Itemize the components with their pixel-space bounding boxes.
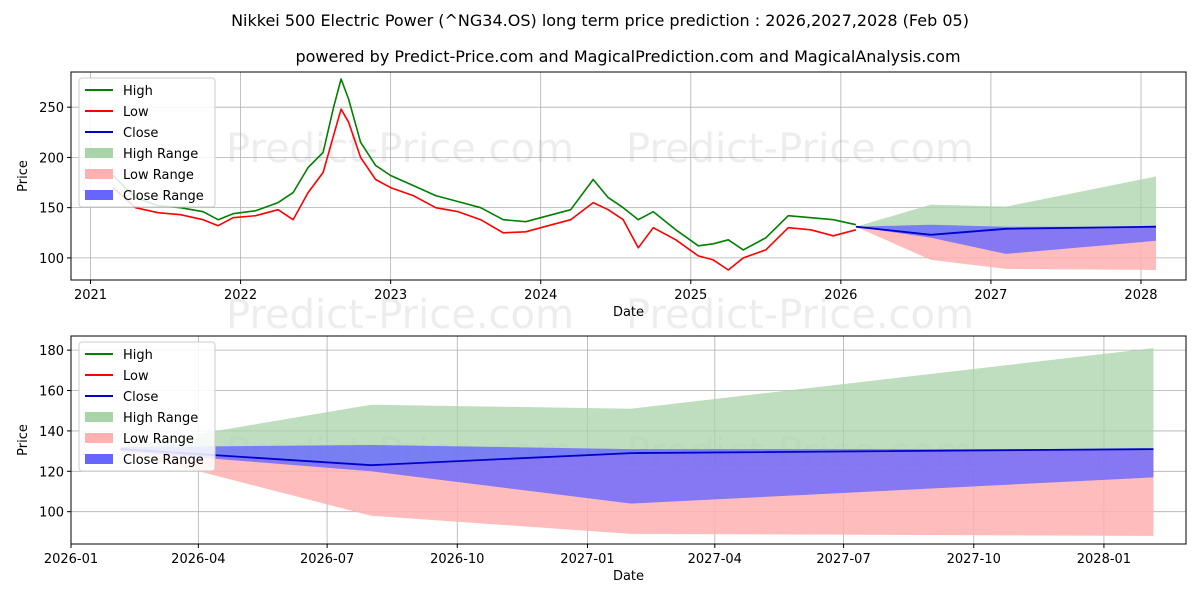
low-series	[112, 108, 857, 271]
legend-swatch	[85, 412, 113, 422]
plot-frame	[70, 71, 1187, 281]
legend-label: Close	[123, 126, 158, 141]
chart-title: Nikkei 500 Electric Power (^NG34.OS) lon…	[231, 11, 969, 30]
legend-label: High	[123, 348, 153, 363]
legend-label: Low	[123, 105, 149, 120]
y-tick-label: 250	[39, 101, 64, 116]
x-tick-label: 2027-01	[560, 552, 614, 567]
x-tick-label: 2026-01	[44, 552, 98, 567]
x-tick-label: 2021	[74, 288, 107, 303]
x-tick-label: 2028	[1124, 288, 1157, 303]
close-series	[120, 448, 1154, 467]
y-tick-label: 180	[39, 344, 64, 359]
legend-label: High Range	[123, 147, 198, 162]
legend-swatch	[85, 454, 113, 464]
high-range-band	[120, 348, 1154, 466]
x-tick-label: 2026-04	[171, 552, 225, 567]
legend-label: High	[123, 84, 153, 99]
legend-swatch	[85, 433, 113, 443]
y-tick-label: 120	[39, 465, 64, 480]
watermark: Predict-Price.com	[626, 292, 974, 338]
legend-swatch	[85, 148, 113, 158]
x-tick-label: 2024	[524, 288, 557, 303]
x-tick-label: 2022	[224, 288, 257, 303]
watermark: Predict-Price.com	[226, 126, 574, 172]
y-axis-label: Price	[16, 424, 31, 456]
y-tick-label: 140	[39, 425, 64, 440]
y-tick-label: 100	[39, 506, 64, 521]
watermark: Predict-Price.com	[226, 292, 574, 338]
legend-label: Close Range	[123, 453, 204, 468]
x-tick-label: 2028-01	[1077, 552, 1131, 567]
legend-label: Low	[123, 369, 149, 384]
x-axis-label: Date	[613, 569, 644, 584]
x-tick-label: 2027-04	[688, 552, 742, 567]
close-series	[855, 225, 1157, 236]
high-range-band	[855, 176, 1156, 235]
top-panel: Predict-Price.com Predict-Price.com Predic…	[16, 71, 1187, 338]
legend-label: Close Range	[123, 189, 204, 204]
close-range-band	[120, 445, 1154, 504]
legend-label: Low Range	[123, 432, 194, 447]
x-axis-label: Date	[613, 305, 644, 320]
x-tick-label: 2027-10	[947, 552, 1001, 567]
legend: High Low Close High Range Low Range Close Ran…	[78, 77, 216, 208]
legend-label: Close	[123, 390, 158, 405]
y-axis-label: Price	[16, 160, 31, 192]
legend-swatch	[85, 190, 113, 200]
x-tick-label: 2026-10	[430, 552, 484, 567]
high-series	[112, 78, 857, 251]
x-tick-label: 2027-07	[816, 552, 870, 567]
x-tick-label: 2023	[374, 288, 407, 303]
plot-frame	[70, 335, 1187, 545]
y-tick-label: 200	[39, 151, 64, 166]
legend-label: High Range	[123, 411, 198, 426]
x-tick-label: 2025	[674, 288, 707, 303]
legend: High Low Close High Range Low Range Close Ran…	[78, 341, 216, 472]
legend-label: Low Range	[123, 168, 194, 183]
x-tick-label: 2026	[824, 288, 857, 303]
y-tick-label: 150	[39, 202, 64, 217]
y-tick-label: 100	[39, 252, 64, 267]
bottom-panel: Predict-Price.comPredict-Price.com2026-0…	[16, 335, 1187, 584]
chart-subtitle: powered by Predict-Price.com and Magical…	[295, 47, 960, 66]
x-tick-label: 2026-07	[300, 552, 354, 567]
watermark: Predict-Price.com	[626, 126, 974, 172]
close-range-band	[855, 224, 1156, 254]
x-tick-label: 2027	[974, 288, 1007, 303]
legend-swatch	[85, 169, 113, 179]
y-tick-label: 160	[39, 385, 64, 400]
